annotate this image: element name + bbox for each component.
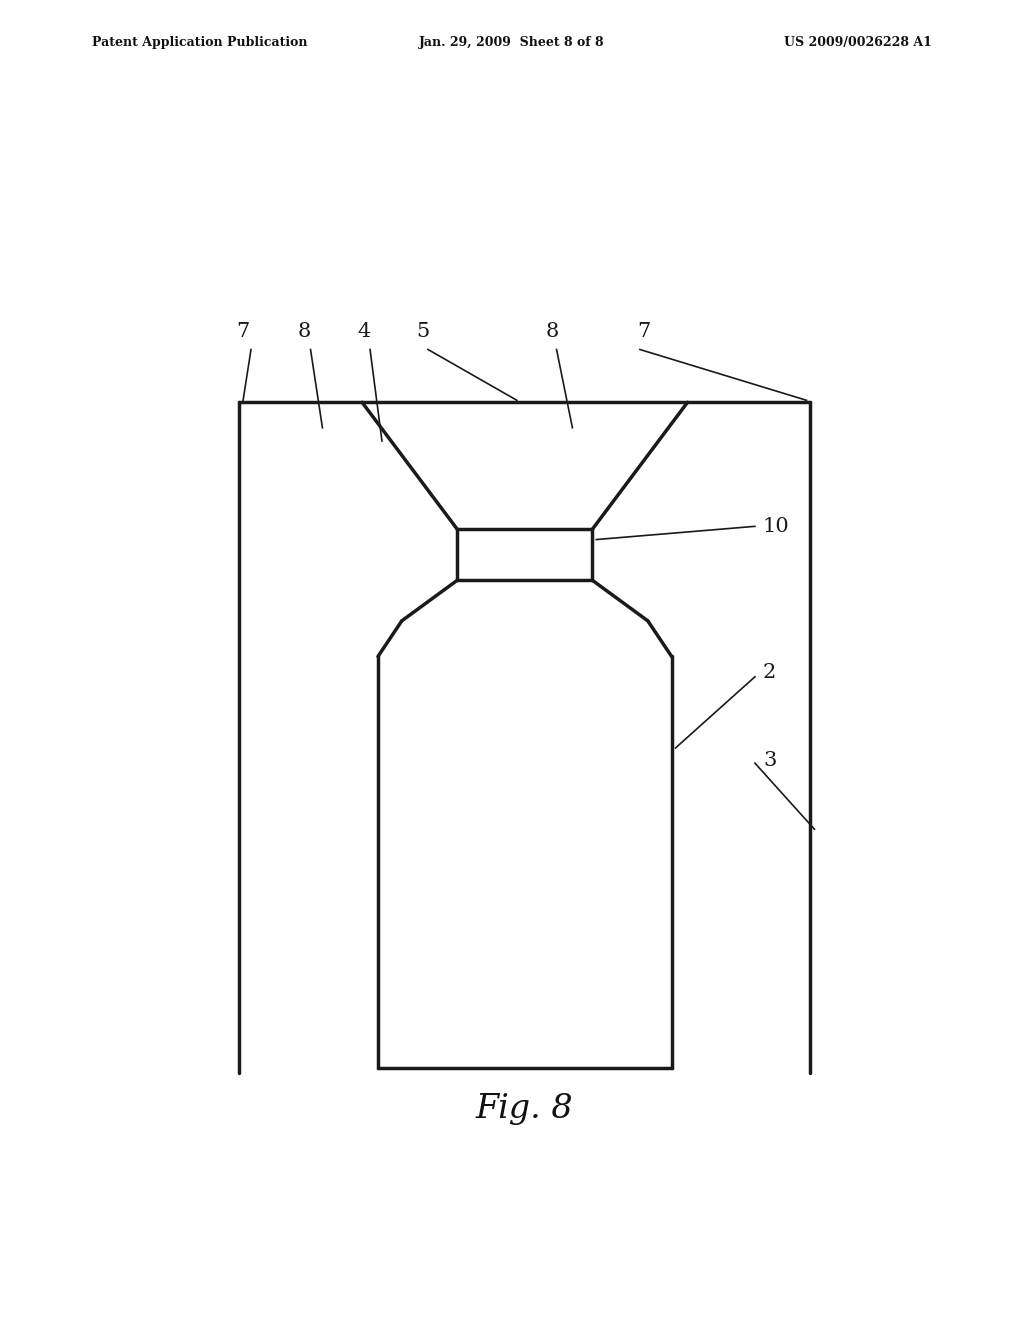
Text: 2: 2 (763, 663, 776, 682)
Text: 5: 5 (417, 322, 430, 342)
Text: 4: 4 (357, 322, 371, 342)
Text: Fig. 8: Fig. 8 (476, 1093, 573, 1125)
Text: Jan. 29, 2009  Sheet 8 of 8: Jan. 29, 2009 Sheet 8 of 8 (419, 36, 605, 49)
Text: Patent Application Publication: Patent Application Publication (92, 36, 307, 49)
Text: 8: 8 (298, 322, 311, 342)
Text: 8: 8 (546, 322, 559, 342)
Text: 7: 7 (237, 322, 250, 342)
Text: US 2009/0026228 A1: US 2009/0026228 A1 (784, 36, 932, 49)
Text: 3: 3 (763, 751, 776, 770)
Text: 7: 7 (637, 322, 650, 342)
Text: 10: 10 (763, 517, 790, 536)
